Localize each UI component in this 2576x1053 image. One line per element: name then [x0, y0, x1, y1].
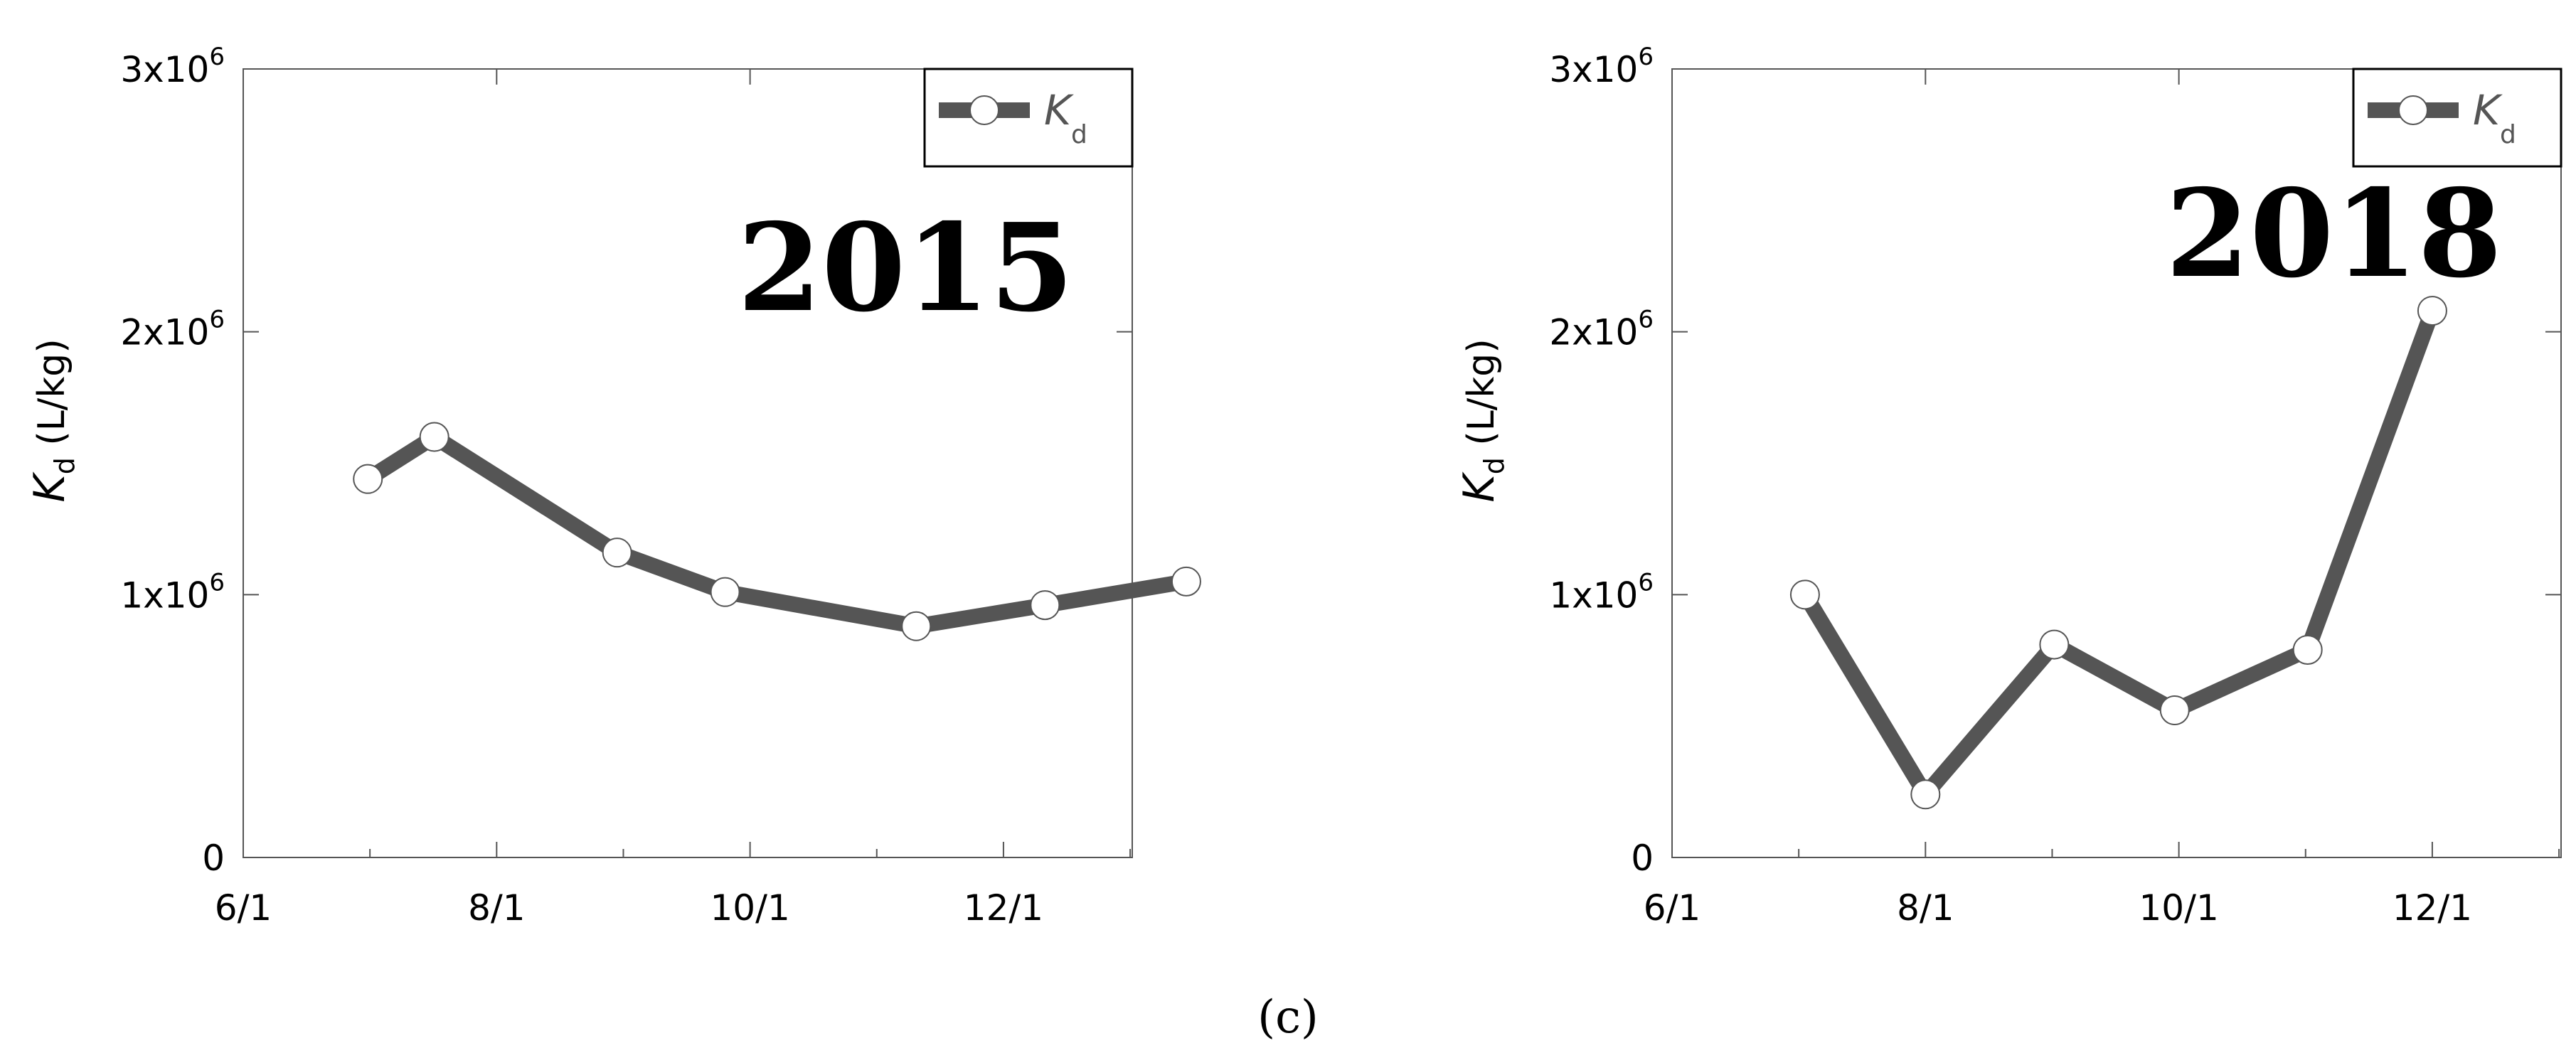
x-tick-label: 8/1: [1897, 887, 1954, 929]
chart-panel-2015: 0 1x106 2x106 3x106 6/1 8/1 10/1 12/1 Kd (L/kg) K…: [25, 43, 1201, 929]
plot-frame: [1671, 68, 2562, 858]
y-axis-label: Kd (L/kg): [1454, 338, 1510, 502]
series-line: [1798, 308, 2440, 803]
year-annotation: 2015: [738, 197, 1074, 339]
legend-marker: [2398, 95, 2428, 125]
data-point: [419, 422, 449, 452]
y-tick-label: 3x106: [120, 43, 225, 90]
y-tick-label: 3x106: [1549, 43, 1654, 90]
data-point: [1030, 590, 1060, 621]
data-point: [1789, 579, 1820, 610]
x-tick-label: 8/1: [468, 887, 525, 929]
data-point: [2292, 634, 2323, 665]
data-point: [1171, 566, 1201, 597]
figure-caption: (c): [1257, 991, 1319, 1044]
chart-panel-2018: 0 1x106 2x106 3x106 6/1 8/1 10/1 12/1 Kd (L/kg) K…: [1454, 43, 2562, 929]
y-tick-label: 0: [1631, 838, 1654, 879]
data-point: [710, 577, 740, 607]
x-tick-label: 10/1: [2139, 887, 2218, 929]
year-annotation: 2018: [2166, 163, 2502, 305]
data-point: [2159, 695, 2190, 725]
series-line: [363, 429, 1188, 634]
data-point: [2417, 296, 2447, 326]
y-tick-label: 0: [202, 838, 225, 879]
y-tick-label: 2x106: [120, 306, 225, 353]
data-point: [901, 611, 932, 641]
data-point: [2039, 629, 2070, 660]
y-axis-label: Kd (L/kg): [25, 338, 80, 502]
y-tick-label: 1x106: [120, 568, 225, 616]
x-tick-label: 10/1: [710, 887, 789, 929]
y-tick-label: 1x106: [1549, 568, 1654, 616]
data-point: [353, 464, 383, 494]
legend-label: Kd: [1044, 86, 1087, 149]
data-point: [1910, 779, 1941, 810]
y-tick-label: 2x106: [1549, 306, 1654, 353]
x-tick-label: 6/1: [215, 887, 272, 929]
legend-marker: [969, 95, 999, 125]
x-tick-label: 6/1: [1644, 887, 1701, 929]
x-tick-label: 12/1: [2393, 887, 2472, 929]
legend-label: Kd: [2473, 86, 2516, 149]
data-point: [602, 538, 632, 568]
x-tick-label: 12/1: [964, 887, 1043, 929]
plot-frame: [243, 68, 1133, 858]
